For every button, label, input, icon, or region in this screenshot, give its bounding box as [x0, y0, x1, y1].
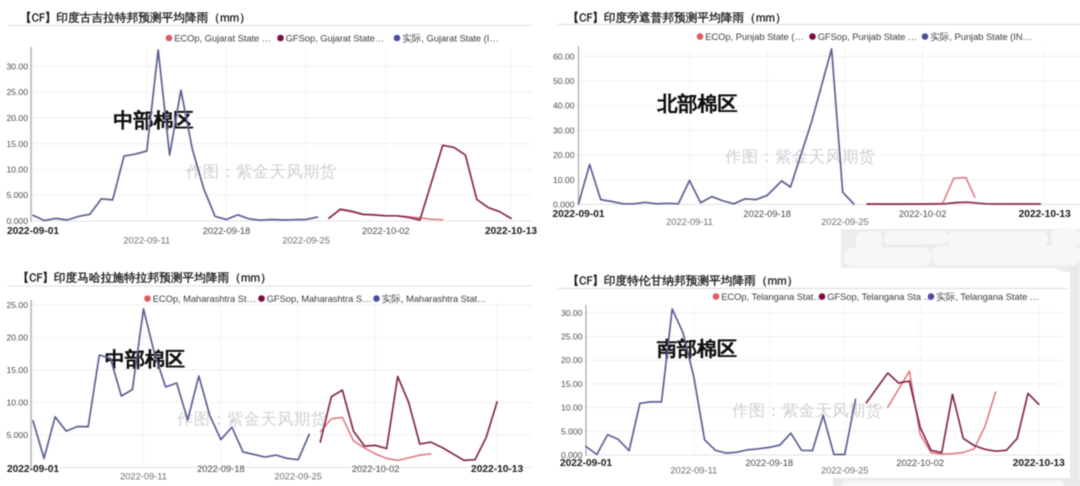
svg-text:20.00: 20.00 — [553, 150, 575, 160]
svg-text:ECOp, Gujarat State …: ECOp, Gujarat State … — [174, 32, 271, 43]
svg-text:2022-09-25: 2022-09-25 — [821, 217, 869, 227]
svg-text:30.00: 30.00 — [6, 62, 28, 72]
svg-text:2022-09-11: 2022-09-11 — [120, 471, 167, 481]
svg-text:2022-09-18: 2022-09-18 — [203, 226, 251, 236]
svg-text:10.00: 10.00 — [553, 175, 575, 185]
svg-text:GFSop, Maharashtra S…: GFSop, Maharashtra S… — [267, 293, 372, 304]
svg-text:2022-09-01: 2022-09-01 — [7, 464, 59, 475]
svg-text:, Maharashtra Stat…: , Maharashtra Stat… — [401, 293, 487, 304]
svg-text:2022-10-13: 2022-10-13 — [485, 226, 537, 237]
svg-text:2022-09-25: 2022-09-25 — [821, 465, 869, 475]
svg-text:2022-10-13: 2022-10-13 — [1013, 458, 1065, 469]
svg-text:GFSop, Gujarat State…: GFSop, Gujarat State… — [286, 32, 384, 43]
svg-text:20.00: 20.00 — [561, 355, 583, 365]
svg-text:60.00: 60.00 — [553, 51, 575, 61]
svg-text:10.00: 10.00 — [561, 403, 583, 413]
svg-text:2022-09-18: 2022-09-18 — [743, 209, 791, 219]
svg-text:ECOp, Maharashtra St…: ECOp, Maharashtra St… — [153, 293, 256, 304]
svg-text:0.000: 0.000 — [553, 200, 575, 210]
svg-text:15.00: 15.00 — [6, 365, 28, 375]
svg-text:0.000: 0.000 — [561, 450, 583, 460]
svg-text:2022-10-13: 2022-10-13 — [471, 464, 523, 475]
svg-text:40.00: 40.00 — [553, 101, 575, 111]
svg-text:10.00: 10.00 — [6, 398, 28, 408]
svg-text:2022-09-25: 2022-09-25 — [282, 235, 330, 245]
svg-text:2022-10-02: 2022-10-02 — [362, 226, 410, 236]
svg-text:, Punjab State (IN…: , Punjab State (IN… — [949, 31, 1031, 42]
svg-text:20.00: 20.00 — [6, 113, 28, 123]
svg-text:2022-09-11: 2022-09-11 — [670, 465, 717, 475]
svg-text:ECOp, Telangana Stat…: ECOp, Telangana Stat… — [721, 291, 822, 302]
svg-text:25.00: 25.00 — [561, 332, 583, 342]
svg-text:5.000: 5.000 — [561, 426, 583, 436]
svg-text:50.00: 50.00 — [553, 76, 575, 86]
svg-text:2022-10-02: 2022-10-02 — [899, 209, 947, 219]
svg-text:15.00: 15.00 — [561, 379, 583, 389]
svg-text:, Telangana State …: , Telangana State … — [955, 291, 1039, 302]
svg-text:2022-09-01: 2022-09-01 — [7, 226, 59, 237]
svg-text:2022-10-02: 2022-10-02 — [896, 458, 944, 468]
svg-text:2022-10-13: 2022-10-13 — [1019, 209, 1071, 220]
svg-text:10.00: 10.00 — [6, 165, 28, 175]
svg-text:20.00: 20.00 — [6, 333, 28, 343]
svg-text:2022-10-02: 2022-10-02 — [352, 464, 400, 474]
svg-text:GFSop, Telangana Sta …: GFSop, Telangana Sta … — [827, 291, 933, 302]
svg-text:, Gujarat State (I…: , Gujarat State (I… — [421, 32, 498, 43]
svg-text:25.00: 25.00 — [6, 300, 28, 310]
svg-text:ECOp, Punjab State (…: ECOp, Punjab State (… — [705, 31, 803, 42]
svg-text:5.000: 5.000 — [6, 430, 28, 440]
svg-text:2022-09-11: 2022-09-11 — [666, 217, 713, 227]
svg-text:2022-09-25: 2022-09-25 — [274, 471, 322, 481]
svg-text:25.00: 25.00 — [6, 87, 28, 97]
svg-text:15.00: 15.00 — [6, 139, 28, 149]
svg-text:2022-09-11: 2022-09-11 — [123, 235, 170, 245]
svg-text:2022-09-01: 2022-09-01 — [560, 458, 612, 469]
svg-text:2022-09-01: 2022-09-01 — [552, 209, 604, 220]
svg-text:GFSop, Punjab State …: GFSop, Punjab State … — [818, 31, 918, 42]
svg-text:5.000: 5.000 — [6, 190, 28, 200]
svg-text:2022-09-18: 2022-09-18 — [197, 464, 245, 474]
svg-text:0.000: 0.000 — [6, 216, 28, 226]
svg-text:30.00: 30.00 — [553, 125, 575, 135]
svg-text:2022-09-18: 2022-09-18 — [746, 458, 794, 468]
svg-text:30.00: 30.00 — [561, 308, 583, 318]
